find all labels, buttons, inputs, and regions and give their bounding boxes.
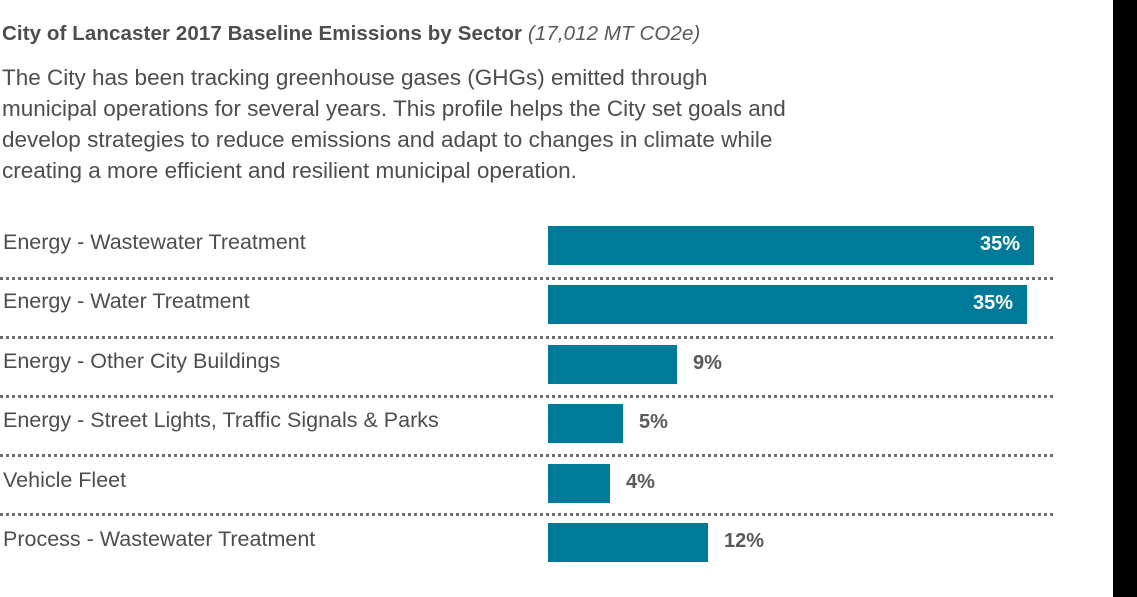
bar-chart: Energy - Wastewater Treatment 35% Energy… (0, 222, 1055, 578)
bar (548, 344, 677, 384)
row-separator (0, 336, 1053, 339)
bar-row: Energy - Water Treatment 35% (0, 281, 1055, 340)
sector-label: Process - Wastewater Treatment (3, 526, 316, 551)
sector-label: Energy - Water Treatment (3, 289, 250, 314)
row-separator (0, 277, 1053, 280)
bar (548, 463, 610, 503)
chart-title: City of Lancaster 2017 Baseline Emission… (2, 22, 700, 46)
bar-row: Process - Wastewater Treatment 12% (0, 519, 1055, 578)
sector-label: Energy - Street Lights, Traffic Signals … (3, 408, 439, 433)
bar (548, 285, 1027, 325)
description-line: creating a more efficient and resilient … (2, 158, 577, 183)
chart-title-main: City of Lancaster 2017 Baseline Emission… (2, 22, 523, 45)
row-separator (0, 454, 1053, 457)
bar (548, 522, 708, 562)
row-separator (0, 513, 1053, 516)
row-separator (0, 395, 1053, 398)
bar-row: Vehicle Fleet 4% (0, 460, 1055, 519)
description-line: municipal operations for several years. … (2, 96, 786, 121)
bar-row: Energy - Wastewater Treatment 35% (0, 222, 1055, 281)
description-line: develop strategies to reduce emissions a… (2, 127, 773, 152)
bar (548, 226, 1034, 265)
sector-label: Vehicle Fleet (3, 467, 127, 492)
bar-value: 35% (980, 233, 1021, 255)
bar-row: Energy - Other City Buildings 9% (0, 341, 1055, 400)
bar-value: 4% (626, 470, 655, 493)
sector-label: Energy - Wastewater Treatment (3, 230, 306, 254)
bar-value: 12% (724, 529, 765, 552)
sector-label: Energy - Other City Buildings (3, 348, 281, 373)
description-line: The City has been tracking greenhouse ga… (2, 65, 708, 90)
bar-value: 5% (639, 411, 668, 434)
black-edge-strip (1113, 0, 1137, 597)
bar-row: Energy - Street Lights, Traffic Signals … (0, 400, 1055, 459)
bar-value: 9% (693, 351, 722, 374)
bar-value: 35% (973, 292, 1014, 315)
chart-description: The City has been tracking greenhouse ga… (2, 62, 1102, 186)
chart-title-total: (17,012 MT CO2e) (527, 22, 701, 45)
bar (548, 404, 623, 444)
